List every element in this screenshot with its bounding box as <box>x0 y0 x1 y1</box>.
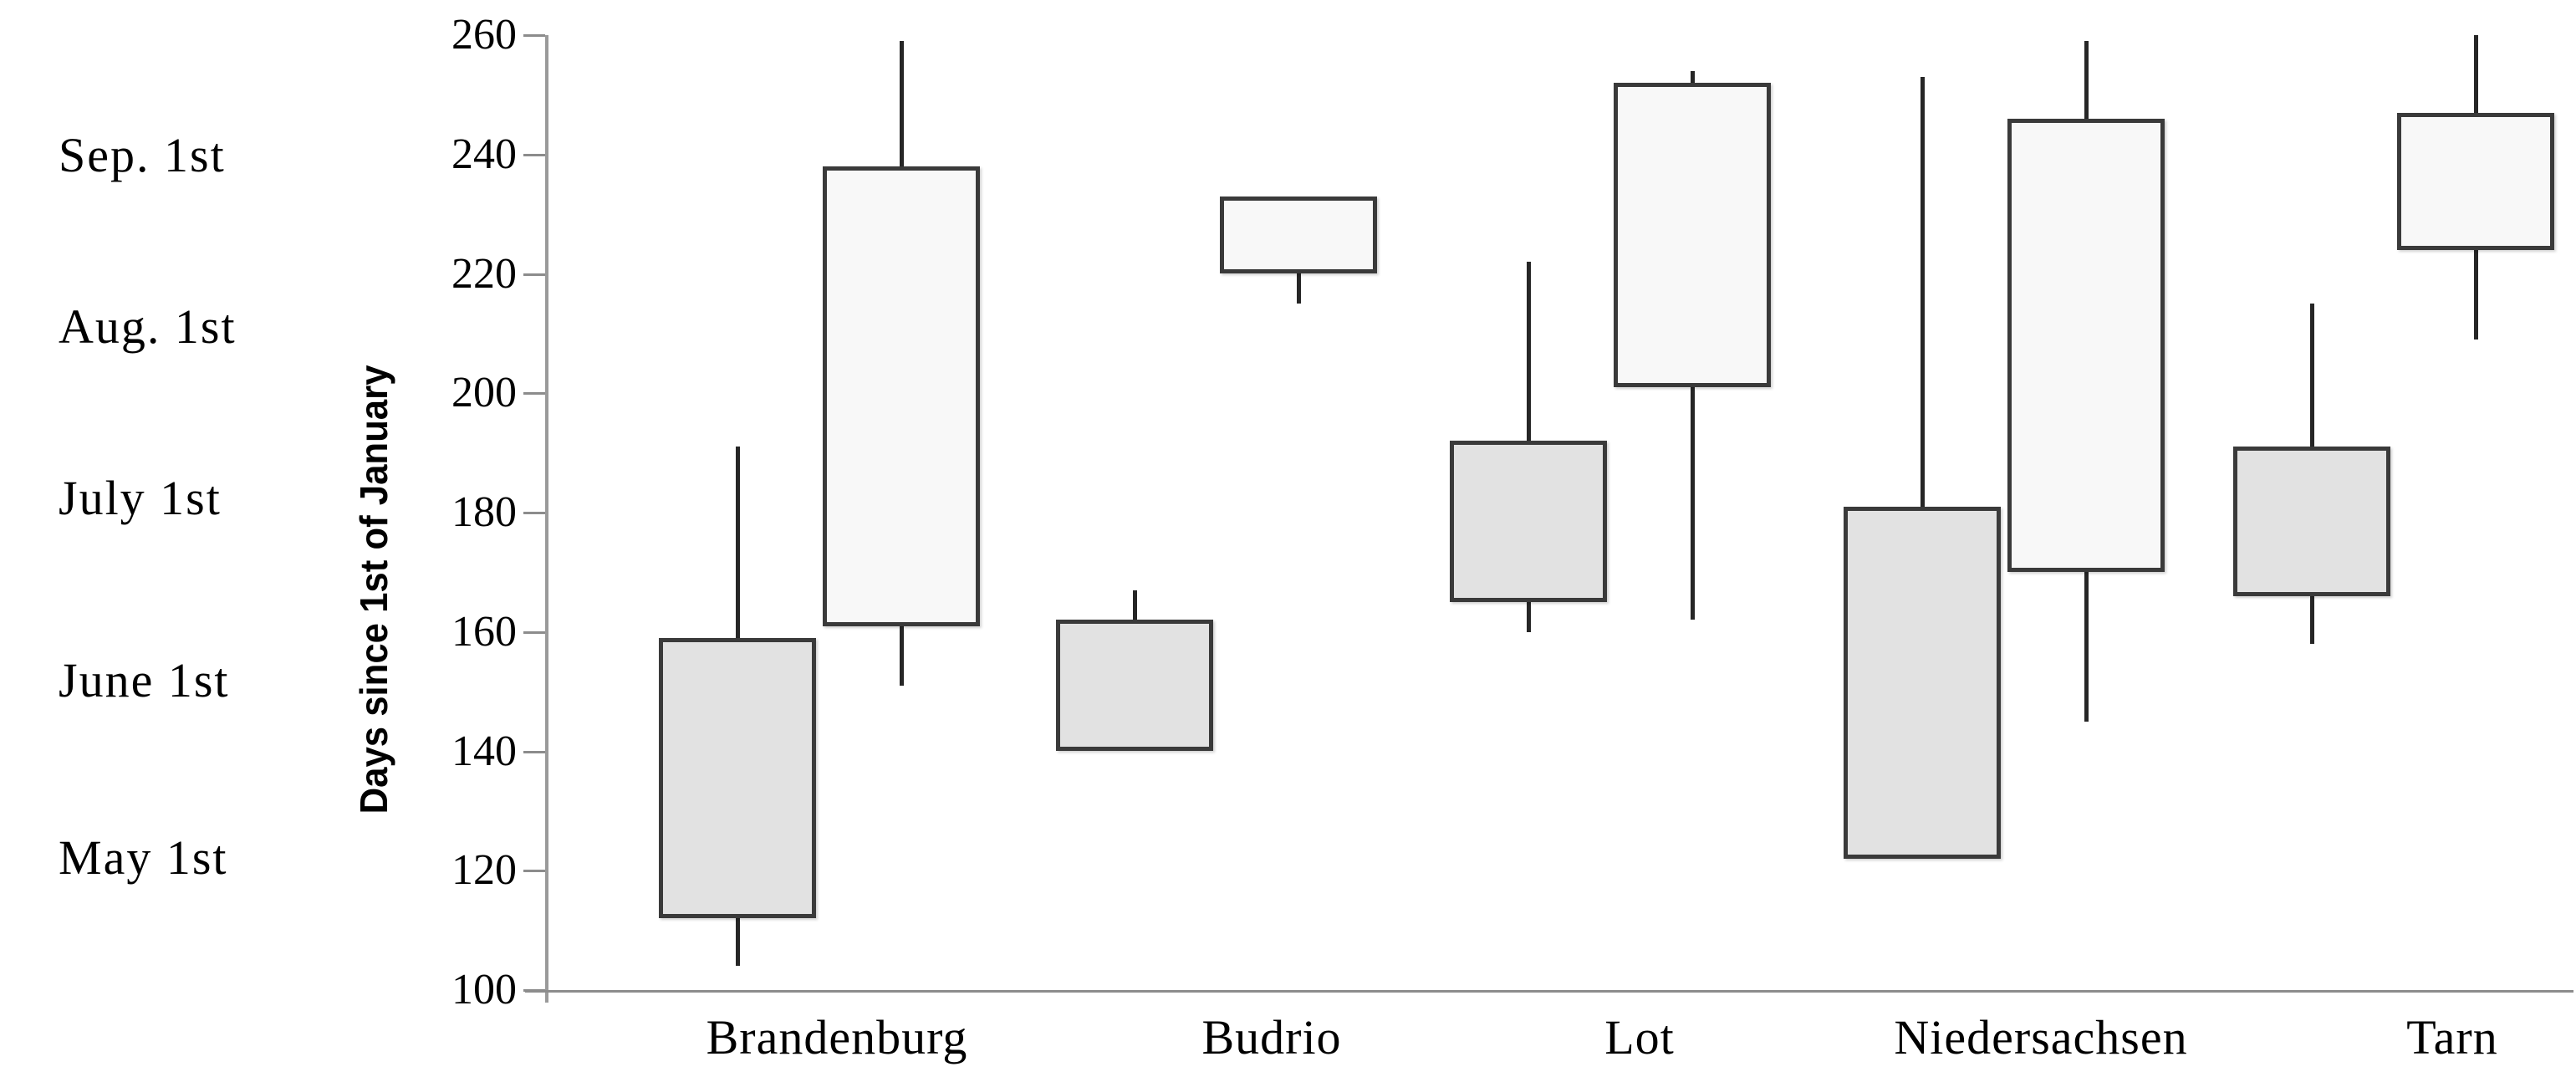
date-label: May 1st <box>59 830 228 885</box>
y-tick <box>523 34 545 37</box>
y-tick-label: 160 <box>451 607 517 656</box>
y-tick <box>523 989 545 992</box>
date-label: July 1st <box>59 471 222 525</box>
candlestick-box <box>2007 118 2165 573</box>
x-axis-line <box>525 990 2573 993</box>
candlestick-box <box>2233 447 2390 596</box>
candlestick-box <box>2397 112 2554 250</box>
y-tick-label: 120 <box>451 846 517 895</box>
candlestick-box <box>1220 196 1377 274</box>
candlestick-box <box>1844 506 2001 859</box>
y-tick-label: 220 <box>451 249 517 298</box>
y-tick <box>523 870 545 873</box>
category-label: Lot <box>1604 1010 1675 1064</box>
candlestick-box <box>1450 441 1607 603</box>
y-tick <box>523 750 545 753</box>
date-label: June 1st <box>59 653 230 707</box>
y-tick <box>523 392 545 396</box>
candlestick-box <box>659 637 816 919</box>
category-label: Brandenburg <box>706 1010 968 1064</box>
category-label: Niedersachsen <box>1894 1010 2188 1064</box>
y-tick-label: 240 <box>451 130 517 178</box>
category-label: Budrio <box>1201 1010 1342 1064</box>
y-tick <box>523 153 545 156</box>
y-tick <box>523 273 545 276</box>
y-tick-label: 200 <box>451 369 517 417</box>
candlestick-box <box>823 166 980 626</box>
candlestick-whisker <box>1921 76 1925 859</box>
y-tick <box>523 512 545 514</box>
candlestick-box <box>1056 620 1213 752</box>
y-tick <box>523 630 545 634</box>
category-label: Tarn <box>2406 1010 2498 1064</box>
date-label: Sep. 1st <box>59 128 226 182</box>
y-tick-label: 180 <box>451 488 517 536</box>
y-tick-label: 100 <box>451 966 517 1013</box>
candlestick-box <box>1614 83 1771 388</box>
y-tick-label: 140 <box>451 727 517 775</box>
y-axis-line <box>545 35 548 1003</box>
y-tick-label: 260 <box>451 11 517 59</box>
date-label: Aug. 1st <box>59 299 237 354</box>
